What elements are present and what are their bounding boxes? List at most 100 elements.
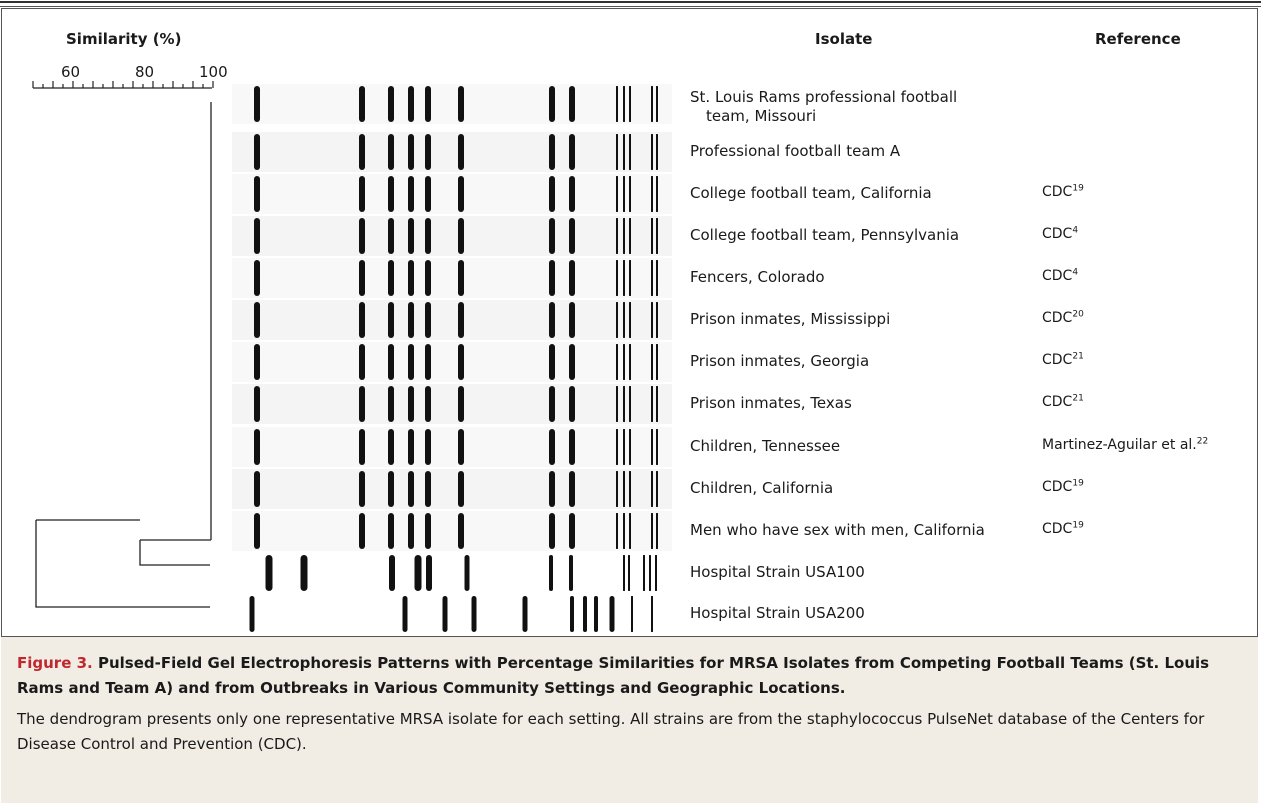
gel-lane-row (232, 427, 672, 467)
gel-band (616, 429, 618, 465)
caption-title: Figure 3. Pulsed-Field Gel Electrophores… (17, 651, 1237, 701)
gel-band (388, 260, 394, 296)
gel-band (522, 596, 528, 632)
gel-band (458, 176, 464, 212)
scale-label-80: 80 (135, 63, 155, 81)
gel-band (549, 471, 555, 507)
gel-lane-row (232, 258, 672, 298)
gel-band (651, 302, 653, 338)
gel-band (359, 513, 365, 549)
gel-band (265, 555, 273, 591)
gel-band (629, 429, 631, 465)
gel-band (549, 176, 555, 212)
similarity-header: Similarity (%) (66, 30, 182, 48)
gel-band (656, 429, 658, 465)
gel-band (425, 386, 431, 422)
gel-band (629, 471, 631, 507)
gel-band (549, 302, 555, 338)
gel-band (464, 555, 470, 591)
gel-lane-row (232, 384, 672, 424)
isolate-label: Prison inmates, Mississippi (690, 310, 890, 329)
gel-lane-row (232, 84, 672, 124)
gel-band (359, 471, 365, 507)
gel-band (389, 555, 395, 591)
reference-superscript: 21 (1072, 393, 1084, 404)
gel-lane-background (232, 216, 672, 256)
gel-lane-row (232, 342, 672, 382)
gel-band (254, 176, 260, 212)
isolate-header: Isolate (815, 30, 873, 48)
gel-band (629, 386, 631, 422)
gel-band (623, 513, 625, 549)
scale-label-60: 60 (61, 63, 81, 81)
gel-band (425, 86, 431, 122)
reference-superscript: 21 (1072, 351, 1084, 362)
gel-band (458, 86, 464, 122)
gel-band (656, 134, 658, 170)
gel-band (569, 176, 575, 212)
gel-band (656, 513, 658, 549)
gel-band (643, 555, 645, 591)
gel-band (569, 302, 575, 338)
gel-band (549, 260, 555, 296)
reference-text: CDC (1042, 226, 1073, 242)
isolate-label-line1: Prison inmates, Georgia (690, 352, 870, 370)
gel-band (629, 260, 631, 296)
gel-band (623, 176, 625, 212)
gel-band (471, 596, 477, 632)
gel-band (249, 596, 255, 632)
gel-band (656, 302, 658, 338)
reference-label: CDC19 (1042, 184, 1084, 200)
gel-band (388, 344, 394, 380)
gel-band (623, 86, 625, 122)
gel-band (623, 134, 625, 170)
gel-band (651, 218, 653, 254)
gel-band (549, 86, 555, 122)
reference-label: CDC21 (1042, 394, 1084, 410)
gel-band (651, 471, 653, 507)
gel-band (388, 176, 394, 212)
gel-band (408, 513, 414, 549)
gel-band (629, 513, 631, 549)
gel-band (651, 176, 653, 212)
gel-band (594, 596, 598, 632)
reference-label: CDC20 (1042, 310, 1084, 326)
reference-label: CDC4 (1042, 268, 1078, 284)
gel-band (359, 86, 365, 122)
isolate-label-line1: Fencers, Colorado (690, 268, 825, 286)
isolate-label-line1: Prison inmates, Mississippi (690, 310, 891, 328)
gel-band (656, 86, 658, 122)
figure-label: Figure 3. (17, 654, 93, 672)
gel-band (629, 176, 631, 212)
gel-band (425, 344, 431, 380)
reference-text: CDC (1042, 394, 1073, 410)
gel-band (628, 555, 630, 591)
gel-band (649, 555, 651, 591)
gel-band (402, 596, 408, 632)
gel-band (388, 429, 394, 465)
gel-band (623, 386, 625, 422)
reference-header: Reference (1095, 30, 1181, 48)
gel-band (425, 302, 431, 338)
scale-label-100: 100 (199, 63, 228, 81)
gel-band (458, 386, 464, 422)
isolate-label: Prison inmates, Georgia (690, 352, 869, 371)
gel-band (359, 176, 365, 212)
gel-band (616, 176, 618, 212)
gel-lane-background (232, 84, 672, 124)
gel-band (458, 260, 464, 296)
gel-band (656, 471, 658, 507)
gel-band (425, 134, 431, 170)
gel-band (616, 302, 618, 338)
gel-lane-background (232, 511, 672, 551)
gel-band (359, 386, 365, 422)
gel-lane-background (232, 300, 672, 340)
isolate-label: College football team, Pennsylvania (690, 226, 959, 245)
gel-band (254, 429, 260, 465)
gel-band (408, 344, 414, 380)
gel-band (359, 134, 365, 170)
gel-band (570, 596, 574, 632)
gel-band (569, 86, 575, 122)
gel-band (359, 218, 365, 254)
gel-lane-row (265, 555, 657, 591)
